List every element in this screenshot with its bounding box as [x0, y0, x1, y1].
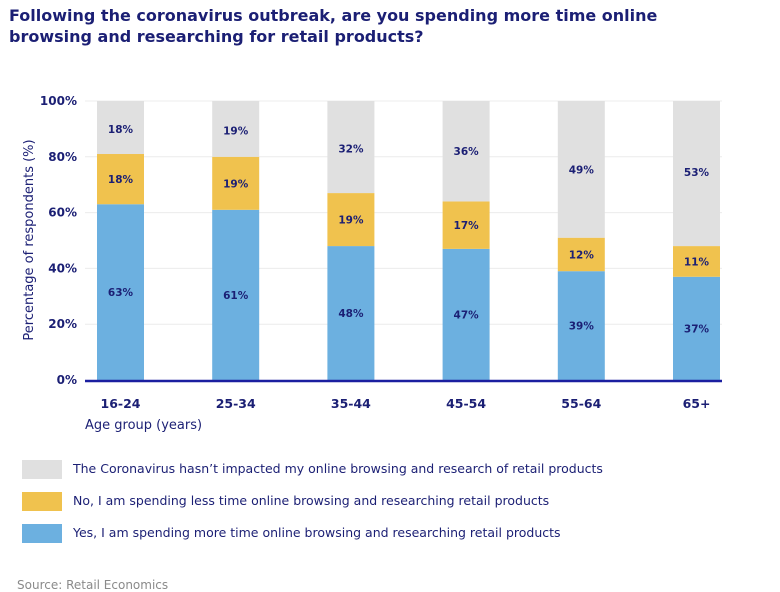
bar-segment	[673, 276, 720, 380]
bar-segment	[557, 237, 605, 272]
legend-label: No, I am spending less time online brows…	[73, 493, 550, 508]
legend-label: Yes, I am spending more time online brow…	[73, 525, 561, 540]
bar-segment	[327, 101, 375, 194]
data-label: 12%	[569, 249, 595, 261]
data-label: 18%	[108, 174, 134, 186]
legend-swatch	[22, 492, 62, 511]
y-axis-title: Percentage of respondents (%)	[22, 139, 37, 340]
data-label: 39%	[569, 321, 595, 333]
bar-segment	[327, 246, 375, 380]
legend-swatch	[22, 460, 62, 479]
bar-segment	[97, 154, 144, 205]
y-tick-label: 40%	[48, 261, 77, 275]
data-label: 53%	[684, 167, 710, 179]
data-label: 11%	[684, 256, 710, 268]
x-tick-label: 25-34	[216, 396, 256, 411]
y-tick-label: 60%	[48, 206, 77, 220]
bar-segment	[97, 101, 144, 155]
y-tick-label: 20%	[48, 317, 77, 331]
data-label: 49%	[569, 164, 595, 176]
x-axis-title: Age group (years)	[85, 418, 202, 433]
stacked-bar-chart: Percentage of respondents (%) Age group …	[22, 94, 722, 433]
data-label: 37%	[684, 323, 710, 335]
x-tick-label: 35-44	[331, 396, 371, 411]
data-label: 17%	[454, 220, 480, 232]
x-tick-label: 55-64	[561, 396, 601, 411]
source-note: Source: Retail Economics	[17, 578, 169, 592]
bar-segment	[327, 193, 375, 247]
x-tick-label: 65+	[683, 396, 711, 411]
bar-segment	[673, 246, 720, 277]
bar-segment	[212, 209, 260, 380]
data-label: 61%	[223, 290, 249, 302]
bar-segment	[212, 156, 260, 210]
data-label: 48%	[338, 308, 364, 320]
data-label: 19%	[223, 125, 249, 137]
data-label: 19%	[338, 215, 364, 227]
x-tick-label: 16-24	[101, 396, 141, 411]
y-tick-label: 80%	[48, 150, 77, 164]
data-label: 63%	[108, 287, 134, 299]
legend-label: The Coronavirus hasn’t impacted my onlin…	[73, 461, 603, 476]
x-tick-label: 45-54	[446, 396, 486, 411]
bar-segment	[442, 248, 490, 380]
y-tick-label: 0%	[57, 373, 77, 387]
data-label: 36%	[454, 146, 480, 158]
data-label: 19%	[223, 178, 249, 190]
bar-segment	[557, 101, 605, 238]
data-label: 32%	[338, 143, 364, 155]
bar-segment	[97, 204, 144, 380]
bar-segment	[442, 101, 490, 202]
y-tick-label: 100%	[40, 94, 77, 108]
data-label: 47%	[454, 309, 480, 321]
bar-segment	[557, 271, 605, 380]
bar-segment	[442, 201, 490, 249]
legend-swatch	[22, 524, 62, 543]
data-label: 18%	[108, 124, 134, 136]
bar-segment	[212, 101, 260, 157]
chart-title: Following the coronavirus outbreak, are …	[9, 6, 658, 46]
bar-segment	[673, 101, 720, 247]
